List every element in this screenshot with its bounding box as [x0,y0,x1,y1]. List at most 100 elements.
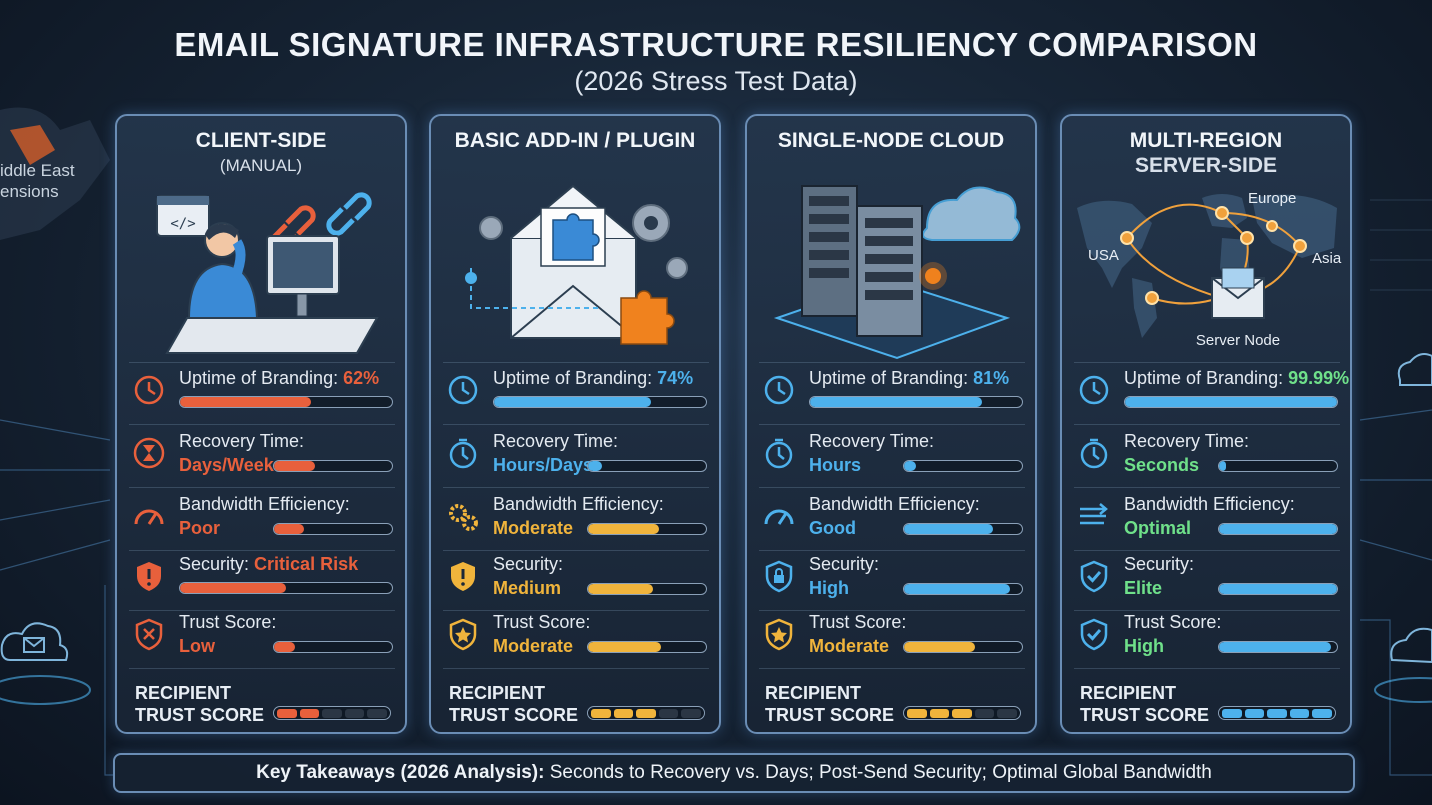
recipient-trust-score-label: RECIPIENT TRUST SCORE [1080,683,1210,725]
metric-bar-fill [588,584,653,594]
metric-value: 74% [657,368,694,388]
metric-security: Security: High [759,554,1025,610]
metric-bar [809,396,1023,408]
metric-bar [1218,641,1338,653]
metric-uptime: Uptime of Branding: 62% [129,368,395,424]
metric-recovery: Recovery Time: Days/Weeks [129,431,395,487]
page-subtitle: (2026 Stress Test Data) [574,66,858,96]
world-map-illustration: USA Europe Asia Server Node [1077,190,1342,349]
trust-segment [1312,708,1332,718]
background-map-label: iddle East ensions [0,161,75,201]
metric-label: Security: [179,554,250,574]
metric-security: Security: Critical Risk [129,554,395,610]
metric-bar [903,583,1023,595]
metric-value: High [1124,636,1164,656]
metric-bar [1218,460,1338,472]
metric-bar [273,641,393,653]
gauge-icon [134,509,164,525]
metric-value: Critical Risk [254,554,359,574]
metric-bar-fill [180,583,286,593]
envelope-puzzle-illustration [465,184,688,345]
metric-label: Bandwidth Efficiency: [809,494,980,514]
metric-label: Bandwidth Efficiency: [179,494,350,514]
trust-segment [636,708,656,718]
trust-segment [974,708,995,718]
metric-uptime: Uptime of Branding: 74% [443,368,709,424]
metric-recovery: Recovery Time: Hours [759,431,1025,487]
metric-label: Trust Score: [493,612,591,632]
clock-icon [1079,375,1109,405]
metric-bandwidth: Bandwidth Efficiency: Optimal [1074,494,1340,550]
trust-segment [613,708,634,718]
card-title: MULTI-REGION SERVER-SIDE [1129,129,1283,177]
metric-security: Security: Elite [1074,554,1340,610]
metric-bandwidth: Bandwidth Efficiency: Good [759,494,1025,550]
shield-star-icon [765,618,793,651]
page-title: EMAIL SIGNATURE INFRASTRUCTURE RESILIENC… [174,26,1258,63]
metric-bar-fill [810,397,982,407]
metric-bar [587,583,707,595]
gauge-icon [764,509,794,525]
metric-bandwidth: Bandwidth Efficiency: Moderate [443,494,709,550]
recipient-trust-score-bar [903,706,1021,720]
metric-bar-fill [904,524,993,534]
metric-value: 99.99% [1288,368,1350,388]
metric-bar-fill [1219,584,1337,594]
metric-uptime: Uptime of Branding: 81% [759,368,1025,424]
card-multi-region: MULTI-REGION SERVER-SIDE USA Europe Asia… [1060,114,1352,734]
metric-recovery: Recovery Time: Seconds [1074,431,1340,487]
card-title: BASIC ADD-IN / PLUGIN [454,129,696,152]
stopwatch-icon [1080,438,1108,469]
metric-label: Bandwidth Efficiency: [493,494,664,514]
metric-bar-fill [494,397,651,407]
metric-bar-fill [904,461,916,471]
metric-label: Bandwidth Efficiency: [1124,494,1295,514]
shield-check-icon [1080,618,1108,651]
metric-bar-fill [1219,461,1227,471]
map-label-server-node: Server Node [1196,332,1280,349]
metric-bar [1124,396,1338,408]
metric-bar-fill [274,642,296,652]
frustrated-user-illustration: </> [156,192,379,354]
metric-bar-fill [588,642,662,652]
fast-arrows-icon [1080,503,1108,525]
trust-segment [1289,708,1310,718]
metric-security: Security: Medium [443,554,709,610]
trust-segment [658,708,679,718]
metric-label: Uptime of Branding: [809,368,969,388]
metric-label: Recovery Time: [179,431,305,451]
shield-warning-icon [451,562,475,591]
metric-bar [903,641,1023,653]
metric-bar [587,641,707,653]
metric-value: Seconds [1124,455,1200,475]
metric-value: Moderate [493,518,574,538]
gears-icon [449,504,478,531]
metric-value: Hours [809,455,862,475]
metric-value: Good [809,518,856,538]
metric-bar [587,523,707,535]
metric-recovery: Recovery Time: Hours/Days [443,431,709,487]
trust-segment [1267,708,1287,718]
metric-value: Hours/Days [493,455,594,475]
metric-bar-fill [274,461,316,471]
map-label-usa: USA [1088,247,1119,264]
shield-lock-icon [765,560,793,593]
metric-label: Trust Score: [809,612,907,632]
metric-bar [273,460,393,472]
metric-label: Security: [493,554,564,574]
metric-value: Moderate [809,636,890,656]
trust-segment [681,708,701,718]
recipient-trust-score-bar [273,706,391,720]
metric-trust: Trust Score: Low [129,612,395,668]
metric-label: Trust Score: [179,612,277,632]
left-cloud-icon [0,622,69,661]
hourglass-icon [133,437,165,469]
metric-uptime: Uptime of Branding: 99.99% [1074,368,1349,424]
clock-icon [448,375,478,405]
metric-trust: Trust Score: Moderate [759,612,1025,668]
metric-bar [1218,583,1338,595]
metric-bar [903,460,1023,472]
metric-value: Elite [1124,578,1163,598]
metric-value: Medium [493,578,562,598]
metric-bar [179,582,393,594]
